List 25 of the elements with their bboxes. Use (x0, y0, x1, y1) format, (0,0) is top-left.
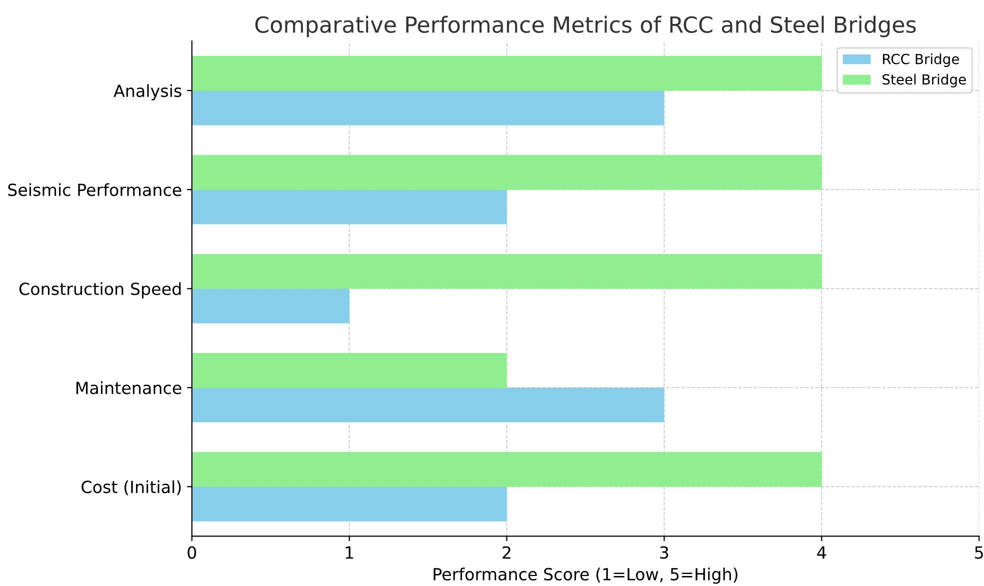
y-tick-label: Seismic Performance (8, 183, 182, 196)
x-tick-label: 0 (188, 546, 196, 559)
y-tick-label: Construction Speed (19, 282, 181, 298)
y-tick-label: Maintenance (76, 381, 182, 394)
legend-label: RCC Bridge (883, 54, 959, 67)
bar (192, 288, 350, 324)
bar (192, 388, 664, 422)
bar (192, 154, 822, 190)
y-tick-label: Cost (Initial) (82, 480, 181, 496)
bar (192, 452, 822, 487)
chart-title: Comparative Performance Metrics of RCC and Steel Bridges (255, 16, 916, 38)
x-tick-label: 5 (975, 546, 983, 559)
x-tick-label: 3 (660, 546, 668, 559)
x-tick-label: 2 (502, 546, 510, 559)
bar (192, 352, 507, 388)
x-tick-label: 1 (346, 546, 354, 559)
x-axis-title: Performance Score (1=Low, 5=High) (434, 568, 738, 584)
bar (192, 56, 822, 91)
bar (192, 190, 507, 224)
legend-label: Steel Bridge (882, 74, 966, 88)
bar (192, 254, 822, 289)
bar (192, 90, 664, 126)
x-tick-label: 4 (817, 546, 826, 559)
bar (192, 486, 507, 522)
y-tick-label: Analysis (114, 84, 182, 100)
